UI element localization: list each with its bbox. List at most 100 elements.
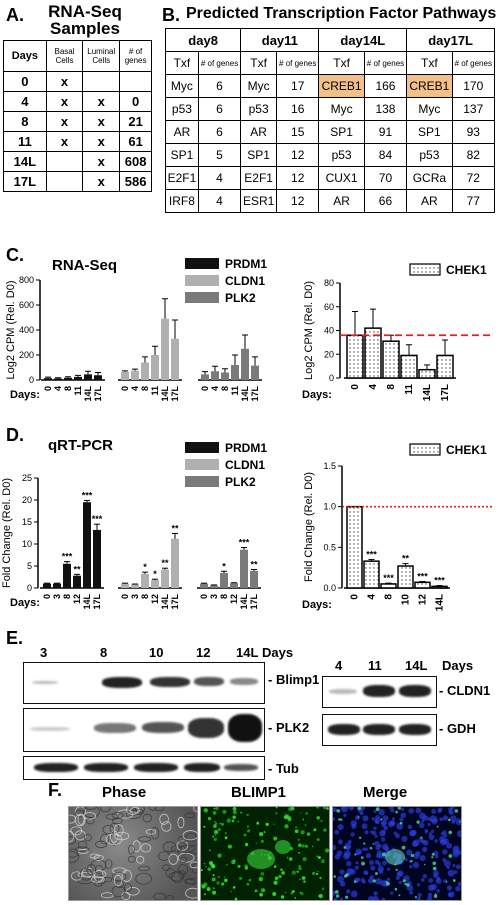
cell: 21 xyxy=(119,111,152,132)
bar xyxy=(400,354,418,379)
table-row: SP1 5 SP1 12 p53 84 p53 82 xyxy=(165,143,496,167)
blot-right-days: 4 11 14L xyxy=(335,658,435,674)
x-tick-label: 14L xyxy=(83,386,93,402)
cell-outline xyxy=(188,844,197,855)
green-spot xyxy=(297,843,302,848)
phase-title: Phase xyxy=(102,784,147,801)
cell-outline xyxy=(89,853,100,859)
green-spot xyxy=(300,812,302,814)
x-tick-label: 14L xyxy=(160,594,170,610)
day-header: day8 xyxy=(164,28,242,52)
x-tick-label: 17L xyxy=(170,386,180,402)
table-header-row: day8 day11 day14L day17L xyxy=(164,28,495,52)
nucleus-spot xyxy=(412,861,420,869)
green-spot xyxy=(201,884,206,889)
cell: x xyxy=(82,91,121,112)
cell-outline xyxy=(83,833,92,842)
nucleus-spot xyxy=(400,807,405,812)
cell-outline xyxy=(140,843,152,853)
nucleus-spot xyxy=(381,897,386,900)
significance-label: *** xyxy=(82,490,93,500)
nucleus-spot xyxy=(456,830,461,838)
nucleus-spot xyxy=(444,860,451,867)
green-spot xyxy=(213,887,215,890)
bar xyxy=(436,354,454,379)
nucleus-spot xyxy=(351,823,357,829)
bar xyxy=(74,376,82,380)
nucleus-spot xyxy=(436,876,440,880)
cell: SP1 xyxy=(318,120,365,144)
cell: SP1 xyxy=(240,143,277,167)
bar xyxy=(171,338,179,380)
cell-outline xyxy=(105,833,123,845)
cell-outline xyxy=(182,830,197,841)
green-spot xyxy=(214,834,216,836)
day-label: 12 xyxy=(196,645,211,660)
cell-outline xyxy=(77,814,85,825)
chek1-qrt-pcr-chart: 0.0 0.5 1.0 1.5 Fold Change (Rel. D0) 0 *** 4 **… xyxy=(302,443,492,611)
merge-green-spot xyxy=(369,846,373,850)
bar xyxy=(346,505,363,589)
cell-outline xyxy=(90,876,105,883)
nucleus-spot xyxy=(360,877,365,883)
cell: 66 xyxy=(363,189,408,213)
green-spot xyxy=(204,865,207,868)
significance-label: *** xyxy=(366,550,377,560)
tf-pathways-table: day8 day11 day14L day17L Txf # of genes T… xyxy=(164,28,496,213)
significance-label: ** xyxy=(250,560,258,570)
merge-green-spot xyxy=(338,818,341,821)
cell: x xyxy=(45,91,84,112)
nucleus-spot xyxy=(396,822,404,830)
x-tick-label: 0 xyxy=(120,594,130,599)
merge-green-spot xyxy=(431,856,434,859)
cell: p53 xyxy=(165,97,199,121)
cell: GCRa xyxy=(406,166,453,190)
bar xyxy=(141,362,149,380)
cell-outline xyxy=(179,856,188,863)
days-label: Days: xyxy=(302,389,332,401)
green-spot xyxy=(273,865,277,868)
nucleus-spot xyxy=(442,849,448,855)
merge-green-spot xyxy=(420,836,423,839)
green-spot xyxy=(234,897,238,900)
cell-outline xyxy=(112,867,127,875)
cell-outline xyxy=(83,807,97,810)
nucleus-spot xyxy=(427,892,433,898)
table-row: IRF8 4 ESR1 12 AR 66 AR 77 xyxy=(165,189,496,213)
green-spot xyxy=(263,831,266,833)
green-spot xyxy=(227,844,232,849)
x-tick-label: 3 xyxy=(209,594,219,599)
green-spot xyxy=(248,878,252,882)
nucleus-spot xyxy=(430,815,437,822)
header-genes: # of genes xyxy=(119,40,152,72)
txf-header: Txf xyxy=(318,51,365,75)
nucleus-spot xyxy=(387,867,391,871)
day-label: 14L xyxy=(405,658,428,673)
cell-outline xyxy=(100,833,110,845)
nucleus-spot xyxy=(457,881,461,887)
y-tick-label: 5 xyxy=(27,561,32,571)
blimp1-label: - Blimp1 xyxy=(268,672,320,687)
cell-outline xyxy=(171,870,184,883)
green-spot xyxy=(275,807,278,809)
cell xyxy=(82,71,121,92)
merge-green-spot xyxy=(436,825,439,828)
y-tick-label: 0.5 xyxy=(323,542,336,552)
x-tick-label: 14L xyxy=(240,386,250,402)
nucleus-spot xyxy=(434,839,438,843)
green-spot xyxy=(215,807,219,811)
nucleus-spot xyxy=(436,889,441,893)
nucleus-spot xyxy=(409,829,416,837)
cell: 137 xyxy=(451,97,496,121)
bar xyxy=(151,580,159,588)
panel-b-title: Predicted Transcription Factor Pathways xyxy=(186,5,497,22)
nucleus-spot xyxy=(373,891,378,896)
legend-label: PRDM1 xyxy=(225,441,267,455)
green-spot xyxy=(232,807,237,811)
cell-outline xyxy=(191,863,197,874)
nucleus-spot xyxy=(381,829,386,834)
cell-outline xyxy=(113,824,124,837)
merge-green-spot xyxy=(357,816,360,818)
merge-green-spot xyxy=(410,860,413,863)
nucleus-spot xyxy=(362,815,369,822)
